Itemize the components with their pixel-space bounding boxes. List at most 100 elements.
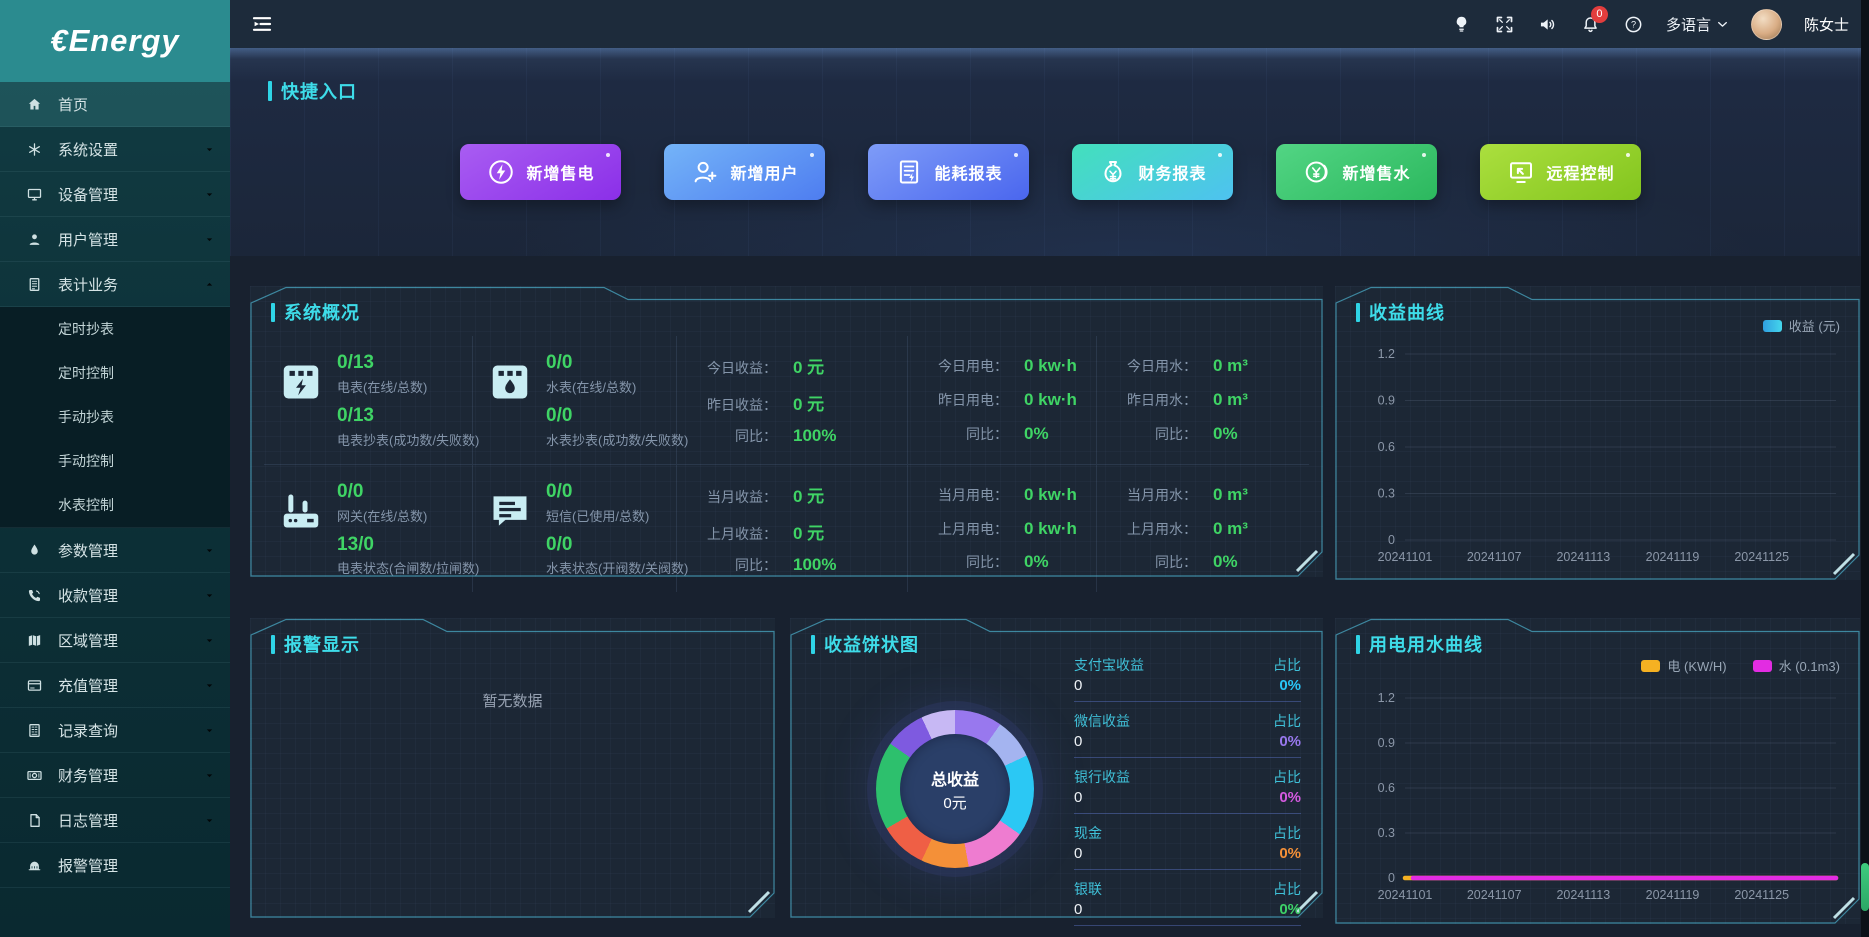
sidebar-subitem-water-meter-control[interactable]: 水表控制	[58, 497, 114, 513]
meter-stat-label: 电表抄表(成功数/失败数)	[337, 432, 480, 448]
sidebar-item-collection-management[interactable]: 收款管理	[0, 573, 230, 618]
breakdown-line1: 现金 占比	[1074, 823, 1301, 843]
kpi-row: 今日用电： 0 kw·h	[912, 356, 1092, 376]
quick-button-label: 财务报表	[1138, 166, 1207, 183]
topbar: 0 ? 多语言 陈女士	[230, 0, 1869, 48]
meter-stat-label: 短信(已使用/总数)	[546, 508, 650, 524]
meter-stat-value: 0/13	[337, 352, 374, 373]
title-bar-decoration	[1356, 634, 1360, 654]
kpi-row: 同比： 0%	[1101, 552, 1305, 572]
breakdown-line1: 支付宝收益 占比	[1074, 655, 1301, 675]
quick-button-energy-report[interactable]: 能耗报表	[868, 144, 1029, 200]
breakdown-line2: 0 0%	[1074, 845, 1301, 862]
meter-stat-value: 0/0	[546, 404, 573, 426]
meter-stat-label: 电表(在线/总数)	[337, 379, 428, 395]
quick-button-new-user[interactable]: 新增用户	[664, 144, 825, 200]
legend-item[interactable]: 电 (KW/H)	[1641, 656, 1727, 675]
chevron-down-icon	[203, 814, 216, 827]
breakdown-label: 微信收益	[1074, 713, 1130, 729]
light-icon[interactable]	[1451, 14, 1472, 35]
sidebar-item-label: 表计业务	[58, 276, 119, 294]
kpi-row: 当月用水： 0 m³	[1101, 485, 1305, 505]
breakdown-line2: 0 0%	[1074, 789, 1301, 806]
kpi-row: 昨日收益： 0 元	[681, 390, 903, 415]
bell-icon[interactable]: 0	[1580, 5, 1608, 35]
scrollbar-thumb[interactable]	[1861, 863, 1869, 911]
kpi-value: 0 kw·h	[1024, 484, 1077, 504]
sidebar-item-label: 充值管理	[58, 677, 119, 695]
water-meter-icon	[487, 359, 533, 405]
quick-button-remote-control[interactable]: 远程控制	[1480, 144, 1641, 200]
sidebar-item-home[interactable]: 首页	[0, 82, 230, 127]
revenue-pie-title: 收益饼状图	[811, 631, 919, 657]
collapse-menu-icon[interactable]	[250, 12, 274, 36]
breakdown-label: 银行收益	[1074, 769, 1130, 785]
sidebar-subitem-scheduled-control[interactable]: 定时控制	[58, 365, 114, 381]
kpi-label: 上月用水：	[1127, 520, 1197, 537]
meter-stat-value: 0/0	[546, 480, 573, 502]
sidebar-item-recharge-management[interactable]: 充值管理	[0, 663, 230, 708]
kpi-stat-cell: 今日收益： 0 元昨日收益： 0 元同比： 100%	[677, 336, 908, 465]
usage-curve-title-text: 用电用水曲线	[1369, 635, 1483, 655]
breakdown-line1: 银联 占比	[1074, 879, 1301, 899]
sidebar-item-finance-management[interactable]: 财务管理	[0, 753, 230, 798]
kpi-stat-cell: 当月用电： 0 kw·h 上月用电： 0 kw·h 同比： 0%	[908, 464, 1097, 593]
quick-button-new-electric-sale[interactable]: 新增售电	[460, 144, 621, 200]
help-icon[interactable]: ?	[1623, 14, 1644, 35]
system-overview-panel: 系统概况 0/13 电表(在线/总数) 0/13 电表抄表(成功数/失败数) 0/0 水表…	[250, 286, 1323, 593]
fullscreen-icon[interactable]	[1494, 14, 1515, 35]
kpi-label: 当月用电：	[938, 486, 1008, 503]
breakdown-ratio-label: 占比	[1273, 825, 1301, 841]
breakdown-ratio-label: 占比	[1273, 657, 1301, 673]
sidebar-item-user-management[interactable]: 用户管理	[0, 217, 230, 262]
kpi-stat-cell: 今日用水： 0 m³ 昨日用水： 0 m³ 同比： 0%	[1097, 336, 1309, 465]
kpi-label: 今日用水：	[1127, 357, 1197, 374]
kpi-label: 当月收益：	[707, 489, 777, 506]
brand-logo[interactable]: €Energy	[0, 0, 230, 82]
legend-item[interactable]: 水 (0.1m3)	[1752, 656, 1840, 675]
records-icon	[26, 722, 43, 739]
sidebar-subitem-manual-reading[interactable]: 手动抄表	[58, 409, 114, 425]
sidebar-subitem-manual-control[interactable]: 手动控制	[58, 453, 114, 469]
kpi-stat-cell: 当月收益： 0 元上月收益： 0 元同比： 100%	[677, 464, 908, 593]
chevron-down-icon	[203, 233, 216, 246]
avatar[interactable]	[1750, 8, 1782, 40]
usage-legend: 电 (KW/H) 水 (0.1m3)	[1641, 656, 1840, 675]
svg-text:0.3: 0.3	[1378, 487, 1395, 501]
chevron-up-icon	[203, 278, 216, 291]
recharge-icon	[26, 677, 43, 694]
breakdown-line2: 0 0%	[1074, 677, 1301, 694]
kpi-label: 今日用电：	[938, 357, 1008, 374]
sidebar-item-region-management[interactable]: 区域管理	[0, 618, 230, 663]
quick-entry-buttons: 新增售电 新增用户 能耗报表 财务报表 新增售水 远程控制	[460, 144, 1641, 200]
sidebar-item-system-settings[interactable]: 系统设置	[0, 127, 230, 172]
kpi-label: 昨日用水：	[1127, 391, 1197, 408]
sidebar-item-label: 记录查询	[58, 722, 119, 740]
sidebar-item-parameter-management[interactable]: 参数管理	[0, 528, 230, 573]
kpi-value: 0 m³	[1213, 355, 1248, 375]
donut-ring: 总收益 0元	[876, 710, 1034, 868]
quick-button-finance-report[interactable]: 财务报表	[1072, 144, 1233, 200]
breakdown-value: 0	[1074, 901, 1083, 918]
kpi-row: 上月收益： 0 元	[681, 519, 903, 544]
kpi-row: 同比： 0%	[912, 424, 1092, 444]
alarm-display-title-text: 报警显示	[284, 635, 360, 655]
kpi-row: 当月收益： 0 元	[681, 482, 903, 507]
sidebar-item-device-management[interactable]: 设备管理	[0, 172, 230, 217]
sidebar-subitem-scheduled-reading[interactable]: 定时抄表	[58, 321, 114, 337]
sidebar-item-alarm-management[interactable]: 报警管理	[0, 843, 230, 888]
sidebar-item-meter-business[interactable]: 表计业务	[0, 262, 230, 307]
sidebar-menu: 首页 系统设置 设备管理 用户管理表计业务定时抄表定时控制手动抄表手动控制水表控制参数…	[0, 82, 230, 888]
language-switcher[interactable]: 多语言	[1666, 14, 1729, 35]
quick-button-new-water-sale[interactable]: 新增售水	[1276, 144, 1437, 200]
volume-icon[interactable]	[1537, 14, 1558, 35]
legend-item[interactable]: 收益 (元)	[1762, 316, 1840, 335]
kpi-value: 0%	[1213, 423, 1238, 443]
quick-button-label: 能耗报表	[934, 166, 1003, 183]
breakdown-line1: 银行收益 占比	[1074, 767, 1301, 787]
page-scrollbar[interactable]	[1861, 0, 1869, 937]
kpi-value: 0 m³	[1213, 389, 1248, 409]
user-icon	[26, 231, 43, 248]
sidebar-item-record-query[interactable]: 记录查询	[0, 708, 230, 753]
sidebar-item-log-management[interactable]: 日志管理	[0, 798, 230, 843]
